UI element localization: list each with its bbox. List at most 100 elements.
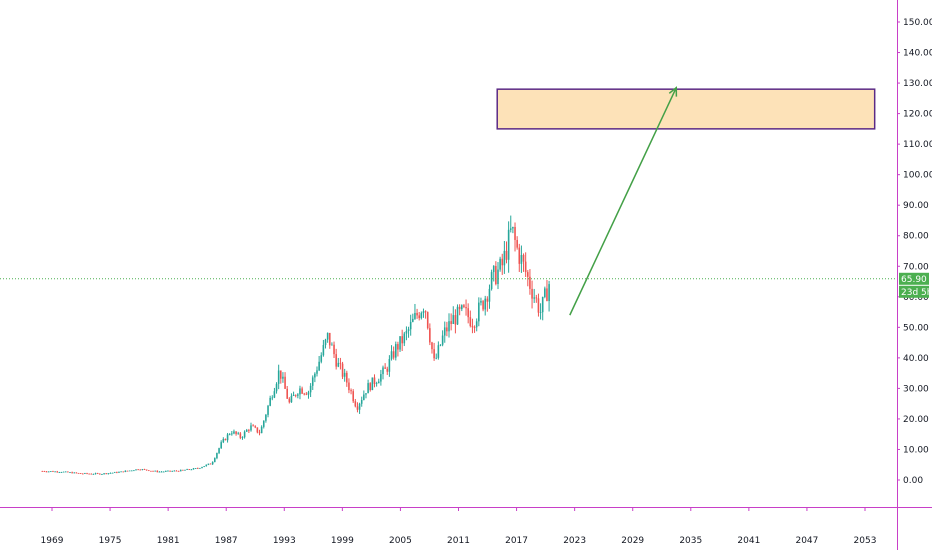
candle-body [375,383,378,384]
candle-body [497,269,499,285]
countdown-label: 23d 5h [901,288,932,298]
candle-body [188,469,191,470]
candle-body [405,330,408,334]
candle-body [524,261,527,273]
candle-body [450,321,452,324]
candle-body [194,468,197,469]
candle-body [241,437,244,439]
candle-body [314,373,316,378]
candle-body [248,430,250,431]
candle-body [324,339,327,346]
candle-body [463,305,465,307]
candle-body [322,345,325,356]
candle-body [490,272,493,289]
x-tick-label: 2035 [679,536,702,546]
y-tick-label: 140.00 [903,49,932,59]
candle-body [250,425,252,431]
candle-body [52,471,54,473]
candle-body [209,463,212,465]
candle-body [386,368,389,372]
y-tick-label: 70.00 [903,262,929,272]
candle-body [162,471,165,473]
candle-body [226,434,229,441]
candle-body [526,272,529,277]
candle-body [363,394,365,400]
candle-body [224,438,227,441]
candle-body [265,414,267,421]
candle-body [99,473,101,475]
y-tick-label: 20.00 [903,415,929,425]
candle-body [290,395,293,403]
candle-body [69,472,71,474]
candle-body [90,473,93,475]
candle-body [275,383,278,392]
candle-body [103,473,105,475]
candle-body [94,473,97,475]
x-tick-label: 2005 [389,536,412,546]
candle-body [284,376,286,389]
candle-body [71,472,73,474]
projection-arrow-line[interactable] [569,87,677,316]
candle-body [156,470,159,473]
candle-body [544,288,546,297]
candle-body [175,470,178,472]
candle-body [260,426,263,434]
candle-body [222,438,225,443]
candle-body [499,258,501,270]
candle-body [294,394,297,396]
candle-body [254,426,257,428]
candle-body [546,288,548,302]
candle-body [326,332,329,340]
x-tick-label: 1993 [273,536,296,546]
x-tick-label: 2011 [447,536,470,546]
candle-body [67,471,69,473]
candle-body [352,391,354,402]
candle-body [130,470,133,472]
candle-body [196,468,199,469]
candle-body [320,355,323,362]
candle-body [277,370,280,384]
candle-body [460,305,463,310]
candle-body [492,266,495,273]
candle-body [435,357,438,359]
candle-body [360,399,363,404]
candle-body [358,403,361,410]
candle-body [47,471,50,473]
candle-body [384,367,386,369]
y-tick-label: 110.00 [903,140,932,150]
x-tick-label: 2047 [795,536,818,546]
candle-body [307,392,310,395]
x-tick-label: 2029 [621,536,644,546]
candle-body [354,401,357,407]
candle-body [177,470,180,472]
candle-body [109,472,112,474]
candle-body [480,301,482,303]
candle-body [273,391,276,398]
x-tick-label: 1987 [215,536,238,546]
candle-body [147,470,150,472]
candle-body [184,469,186,471]
candle-body [269,397,271,406]
y-tick-label: 0.00 [903,476,923,486]
candle-body [45,471,48,473]
candle-body [424,311,427,313]
y-tick-label: 50.00 [903,323,929,333]
candle-body [126,470,129,472]
candle-body [218,448,220,453]
candle-body [516,239,518,248]
candle-body [211,462,214,465]
candle-body [356,406,359,410]
candle-body [135,469,137,471]
countdown-badge [899,285,929,298]
candle-body [365,393,367,395]
candle-body [145,469,148,471]
candle-body [373,377,376,384]
candle-body [41,471,44,472]
candle-body [437,345,440,358]
candle-body [486,298,489,302]
candle-body [420,313,423,319]
candle-body [73,472,76,474]
target-zone-rectangle[interactable] [496,88,876,130]
